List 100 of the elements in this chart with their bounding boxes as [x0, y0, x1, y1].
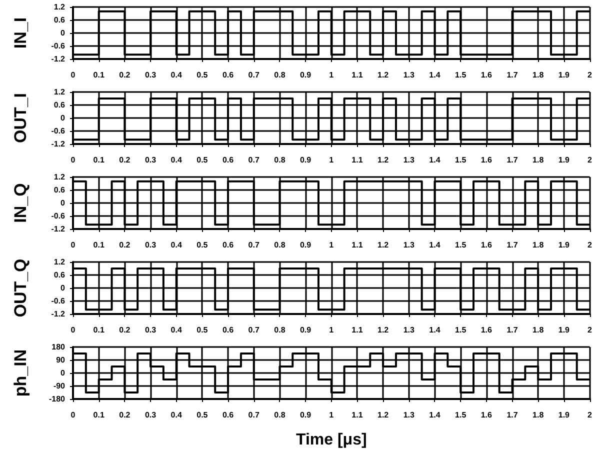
- x-tick-label: 0.5: [196, 156, 208, 164]
- x-tick-label: 1.6: [480, 326, 493, 334]
- y-axis-title: OUT_I: [11, 92, 30, 144]
- x-tick-label: 1: [329, 410, 334, 420]
- y-tick-label: 1.2: [54, 88, 66, 96]
- x-tick-label: 0.1: [93, 156, 105, 164]
- x-tick-label: 0.1: [93, 240, 105, 250]
- x-tick-label: 0.3: [144, 326, 157, 334]
- y-tick-label: -1.2: [51, 310, 66, 318]
- x-tick-label: 1.6: [480, 410, 493, 420]
- x-tick-label: 0.8: [274, 156, 286, 164]
- x-tick-label: 0.6: [222, 240, 234, 250]
- x-tick-label: 0.8: [274, 240, 286, 250]
- x-tick-label: 1.5: [455, 240, 467, 250]
- x-tick-label: 0.2: [119, 240, 131, 250]
- x-tick-label: 0.6: [222, 410, 234, 420]
- x-tick-label: 0.5: [196, 410, 208, 420]
- y-tick-label: 0: [60, 114, 66, 122]
- x-tick-label: 0.3: [144, 156, 157, 164]
- x-tick-label: 1.3: [403, 410, 416, 420]
- y-tick-label: 0.6: [54, 100, 66, 110]
- x-tick-label: 1.8: [532, 70, 544, 80]
- x-tick-label: 1.6: [480, 70, 493, 80]
- x-tick-label: 1: [329, 240, 334, 250]
- y-tick-label: 180: [52, 342, 66, 352]
- y-tick-label: 0.6: [54, 16, 66, 24]
- x-tick-label: 0.1: [93, 410, 105, 420]
- y-tick-label: 0: [60, 284, 66, 292]
- x-tick-label: 1.9: [558, 156, 570, 164]
- x-tick-label: 2: [588, 70, 593, 80]
- x-tick-label: 1.3: [403, 326, 416, 334]
- x-tick-label: 0.4: [170, 410, 182, 420]
- x-tick-label: 0.9: [300, 70, 312, 80]
- x-tick-label: 0.8: [274, 326, 286, 334]
- x-tick-label: 0: [70, 240, 76, 250]
- x-tick-label: 0.9: [300, 156, 312, 164]
- x-tick-label: 1.5: [455, 70, 467, 80]
- x-tick-label: 0.9: [300, 410, 312, 420]
- x-tick-label: 1.7: [506, 240, 518, 250]
- x-tick-label: 1.1: [352, 326, 364, 334]
- y-tick-label: -1.2: [51, 224, 66, 234]
- x-tick-label: 1.3: [403, 156, 416, 164]
- x-tick-label: 2: [588, 410, 593, 420]
- x-tick-label: 1.2: [378, 70, 390, 80]
- x-tick-label: 2: [588, 240, 593, 250]
- x-tick-label: 0.3: [144, 410, 157, 420]
- x-tick-label: 1: [329, 326, 334, 334]
- x-tick-label: 2: [588, 326, 593, 334]
- x-tick-label: 0.1: [93, 326, 105, 334]
- x-tick-label: 1.9: [558, 326, 570, 334]
- x-tick-label: 0.9: [300, 326, 312, 334]
- y-tick-label: -0.6: [51, 126, 66, 136]
- x-tick-label: 1.8: [532, 410, 544, 420]
- x-tick-label: 0.6: [222, 326, 234, 334]
- x-tick-label: 1.8: [532, 326, 544, 334]
- x-tick-label: 0.8: [274, 410, 286, 420]
- x-tick-label: 1.9: [558, 70, 570, 80]
- x-tick-label: 1.4: [429, 240, 441, 250]
- x-tick-label: 0: [70, 410, 76, 420]
- x-tick-label: 0.3: [144, 240, 157, 250]
- x-tick-label: 0.4: [170, 326, 182, 334]
- x-tick-label: 1.1: [352, 70, 364, 80]
- x-tick-label: 1.6: [480, 240, 493, 250]
- y-tick-label: -90: [53, 382, 66, 390]
- x-tick-label: 1.3: [403, 240, 416, 250]
- x-tick-label: 0.5: [196, 70, 208, 80]
- x-tick-label: 1.9: [558, 410, 570, 420]
- x-tick-label: 0.7: [248, 240, 260, 250]
- x-tick-label: 1.9: [558, 240, 570, 250]
- x-tick-label: 1.4: [429, 326, 441, 334]
- y-tick-label: 0.6: [54, 186, 66, 194]
- x-tick-label: 1.8: [532, 240, 544, 250]
- x-tick-label: 0.1: [93, 70, 105, 80]
- x-tick-label: 1.5: [455, 326, 467, 334]
- y-tick-label: 0.6: [54, 270, 66, 280]
- y-tick-label: 0: [60, 198, 66, 208]
- x-tick-label: 1.3: [403, 70, 416, 80]
- x-tick-label: 1.6: [480, 156, 493, 164]
- x-tick-label: 0.9: [300, 240, 312, 250]
- x-tick-label: 1.4: [429, 410, 441, 420]
- x-tick-label: 0.2: [119, 410, 131, 420]
- x-tick-label: 1.7: [506, 70, 518, 80]
- y-tick-label: -1.2: [51, 140, 66, 148]
- x-tick-label: 1.2: [378, 240, 390, 250]
- x-tick-label: 1.4: [429, 70, 441, 80]
- y-tick-label: 90: [56, 356, 66, 364]
- x-tick-label: 0.2: [119, 326, 131, 334]
- y-tick-label: 0: [60, 368, 66, 378]
- x-tick-label: 0.4: [170, 156, 182, 164]
- x-tick-label: 1.8: [532, 156, 544, 164]
- x-tick-label: 0.7: [248, 70, 260, 80]
- x-tick-label: 1.4: [429, 156, 441, 164]
- y-tick-label: 1.2: [54, 172, 66, 182]
- x-tick-label: 1.5: [455, 410, 467, 420]
- x-tick-label: 0.5: [196, 240, 208, 250]
- x-tick-label: 0: [70, 326, 76, 334]
- y-tick-label: 1.2: [54, 2, 66, 12]
- x-tick-label: 0.7: [248, 326, 260, 334]
- y-tick-label: 0: [60, 28, 66, 38]
- x-tick-label: 1.1: [352, 410, 364, 420]
